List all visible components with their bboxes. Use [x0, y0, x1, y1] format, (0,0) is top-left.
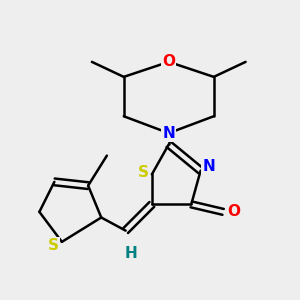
Text: N: N	[202, 159, 215, 174]
Text: H: H	[127, 246, 140, 261]
Text: N: N	[162, 126, 175, 141]
Text: S: S	[48, 238, 59, 253]
Text: H: H	[125, 246, 138, 261]
Text: S: S	[138, 165, 149, 180]
Text: O: O	[162, 54, 175, 69]
Text: O: O	[227, 204, 240, 219]
